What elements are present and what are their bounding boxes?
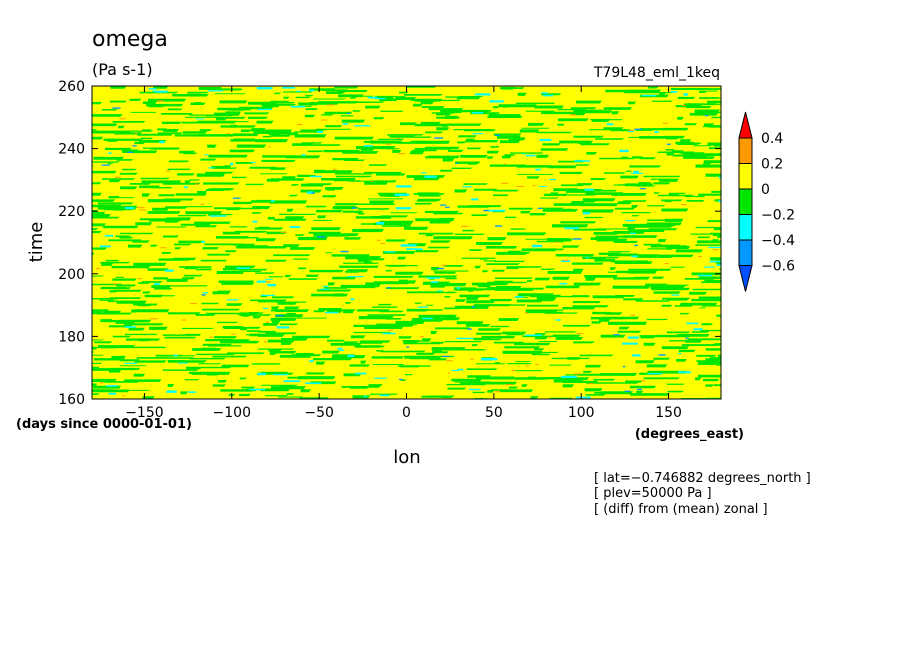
x-tick-label: 50 <box>485 405 503 421</box>
y-tick-label: 220 <box>58 204 85 220</box>
x-tick-label: 100 <box>568 405 595 421</box>
heatmap-field <box>92 86 721 399</box>
y-tick-label: 160 <box>58 392 85 408</box>
colorbar-segment <box>738 137 753 164</box>
x-tick-label: −100 <box>213 405 251 421</box>
y-tick-label: 260 <box>58 79 85 95</box>
note-difference: [ (diff) from (mean) zonal ] <box>594 502 768 517</box>
y-axis-label: time <box>26 222 47 263</box>
x-axis-units: (degrees_east) <box>635 427 744 442</box>
colorbar-label: 0.2 <box>761 157 783 173</box>
colorbar-segment <box>738 163 753 190</box>
x-tick-label: −50 <box>304 405 334 421</box>
x-tick-label: 0 <box>402 405 411 421</box>
colorbar-segment <box>738 214 753 241</box>
colorbar: 0.4 0.2 0 −0.2 −0.4 −0.6 <box>738 111 795 292</box>
colorbar-top-arrow <box>738 111 753 139</box>
colorbar-segment <box>738 188 753 215</box>
colorbar-label: 0.4 <box>761 131 783 147</box>
y-tick-label: 180 <box>58 329 85 345</box>
y-axis-units: (days since 0000-01-01) <box>16 417 192 432</box>
y-axis: 160 180 200 220 240 260 <box>58 79 721 408</box>
run-label: T79L48_eml_1keq <box>593 65 720 81</box>
x-tick-label: −150 <box>125 405 163 421</box>
y-tick-label: 200 <box>58 267 85 283</box>
colorbar-label: −0.6 <box>761 259 795 275</box>
x-axis-label: lon <box>393 447 420 468</box>
colorbar-label: −0.4 <box>761 233 795 249</box>
colorbar-label: −0.2 <box>761 208 795 224</box>
note-latitude: [ lat=−0.746882 degrees_north ] <box>594 471 811 486</box>
y-tick-label: 240 <box>58 142 85 158</box>
colorbar-bottom-arrow <box>738 265 753 292</box>
x-tick-label: 150 <box>655 405 682 421</box>
colorbar-segment <box>738 239 753 266</box>
chart-title: omega <box>92 27 168 52</box>
chart-units: (Pa s-1) <box>92 60 153 79</box>
x-axis: −150 −100 −50 0 50 100 150 <box>125 86 682 421</box>
colorbar-label: 0 <box>761 182 770 198</box>
note-pressure-level: [ plev=50000 Pa ] <box>594 486 712 501</box>
